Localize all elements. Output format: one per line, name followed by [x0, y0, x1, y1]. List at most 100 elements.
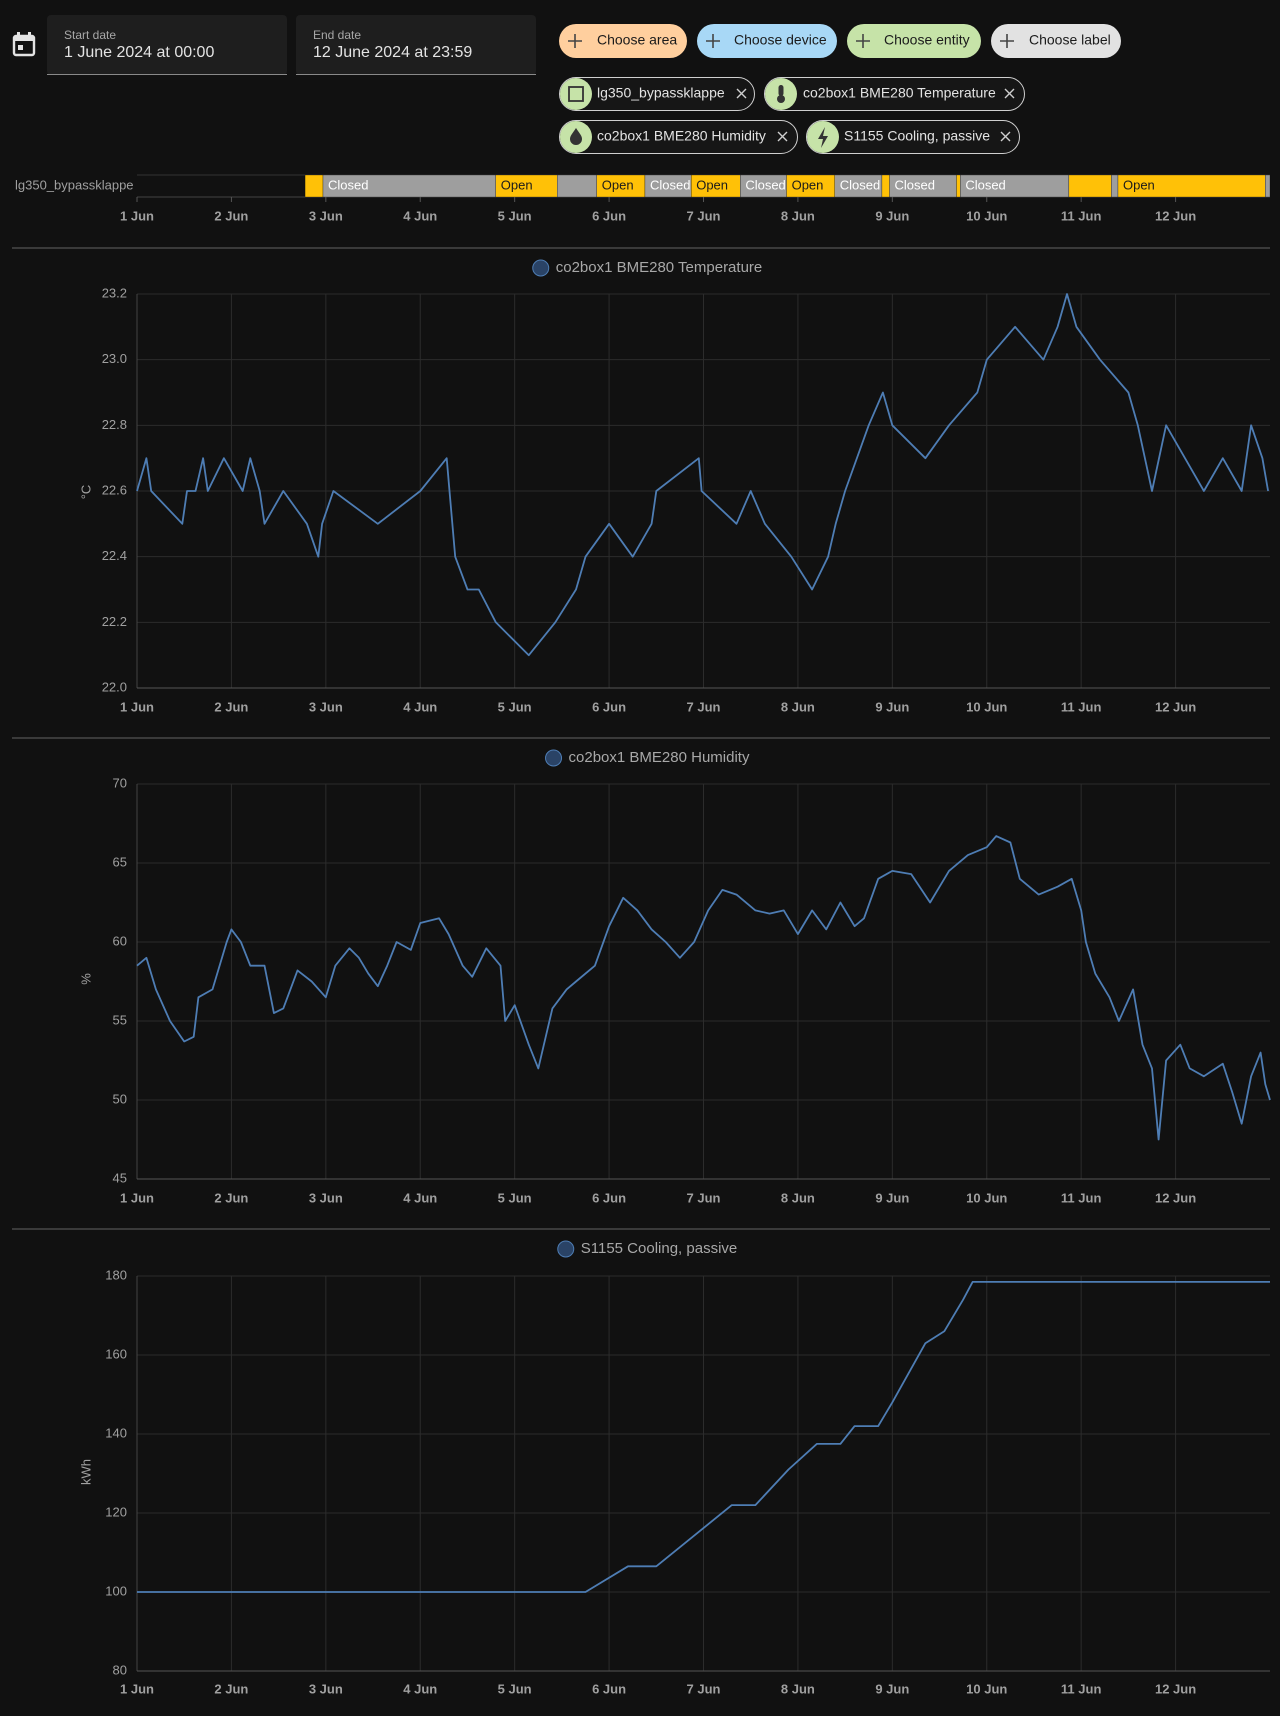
- x-tick-label: 5 Jun: [498, 699, 532, 714]
- x-tick-label: 6 Jun: [592, 1681, 626, 1696]
- y-tick-label: 100: [105, 1583, 127, 1598]
- x-tick-label: 12 Jun: [1155, 699, 1196, 714]
- y-tick-label: 22.6: [102, 482, 127, 497]
- segment-label: Closed: [328, 177, 368, 192]
- timeline-segment: [1068, 174, 1112, 198]
- x-tick-label: 4 Jun: [403, 208, 437, 223]
- field-value: 1 June 2024 at 00:00: [64, 44, 214, 61]
- x-tick-label: 2 Jun: [214, 208, 248, 223]
- x-tick-label: 10 Jun: [966, 1190, 1007, 1205]
- end-date-field[interactable]: End date 12 June 2024 at 23:59: [296, 15, 536, 75]
- device-picker[interactable]: Choose device: [697, 24, 837, 58]
- legend-label: S1155 Cooling, passive: [581, 1240, 738, 1257]
- x-tick-label: 1 Jun: [120, 699, 154, 714]
- entity-chip[interactable]: co2box1 BME280 Temperature: [764, 77, 1025, 111]
- timeline-segment: [557, 174, 597, 198]
- y-tick-label: 23.0: [102, 351, 127, 366]
- y-axis-label: %: [78, 973, 93, 985]
- entity-chip[interactable]: lg350_bypassklappe: [559, 77, 755, 111]
- x-tick-label: 8 Jun: [781, 699, 815, 714]
- start-date-field[interactable]: Start date 1 June 2024 at 00:00: [47, 15, 287, 75]
- segment-label: Open: [696, 177, 728, 192]
- x-tick-label: 9 Jun: [875, 1190, 909, 1205]
- x-tick-label: 11 Jun: [1061, 1681, 1102, 1696]
- x-tick-label: 9 Jun: [875, 699, 909, 714]
- x-tick-label: 5 Jun: [498, 1681, 532, 1696]
- y-tick-label: 180: [105, 1267, 127, 1282]
- y-tick-label: 60: [113, 933, 127, 948]
- x-tick-label: 4 Jun: [403, 1681, 437, 1696]
- y-tick-label: 22.8: [102, 417, 127, 432]
- area-picker[interactable]: Choose area: [559, 24, 687, 58]
- x-tick-label: 12 Jun: [1155, 208, 1196, 223]
- calendar-icon[interactable]: [12, 32, 36, 57]
- x-tick-label: 8 Jun: [781, 1190, 815, 1205]
- series-line: [136, 835, 1271, 1141]
- y-tick-label: 65: [113, 854, 127, 869]
- entity-chip[interactable]: co2box1 BME280 Humidity: [559, 120, 798, 154]
- x-tick-label: 10 Jun: [966, 699, 1007, 714]
- x-tick-label: 1 Jun: [120, 1190, 154, 1205]
- x-tick-label: 9 Jun: [875, 208, 909, 223]
- x-tick-label: 12 Jun: [1155, 1190, 1196, 1205]
- segment-label: Closed: [840, 177, 880, 192]
- x-tick-label: 3 Jun: [309, 1681, 343, 1696]
- y-tick-label: 50: [113, 1091, 127, 1106]
- chip-label: lg350_bypassklappe: [597, 85, 725, 101]
- x-tick-label: 2 Jun: [214, 1681, 248, 1696]
- x-tick-label: 5 Jun: [498, 1190, 532, 1205]
- x-tick-label: 7 Jun: [687, 699, 721, 714]
- x-tick-label: 3 Jun: [309, 1190, 343, 1205]
- entity-picker[interactable]: Choose entity: [847, 24, 981, 58]
- segment-label: Closed: [745, 177, 785, 192]
- timeline-segment: [881, 174, 890, 198]
- y-tick-label: 22.2: [102, 614, 127, 629]
- chip-label: co2box1 BME280 Humidity: [597, 128, 766, 144]
- segment-label: Closed: [650, 177, 690, 192]
- y-tick-label: 23.2: [102, 285, 127, 300]
- x-tick-label: 7 Jun: [687, 1190, 721, 1205]
- legend-label: co2box1 BME280 Temperature: [556, 259, 763, 276]
- field-value: 12 June 2024 at 23:59: [313, 44, 472, 61]
- x-tick-label: 7 Jun: [687, 208, 721, 223]
- timeline-segment: [956, 174, 961, 198]
- x-tick-label: 7 Jun: [687, 1681, 721, 1696]
- legend-marker: [557, 1240, 575, 1258]
- legend-marker: [532, 259, 550, 277]
- field-label: Start date: [64, 28, 116, 42]
- entity-chip[interactable]: S1155 Cooling, passive: [806, 120, 1020, 154]
- picker-label: Choose entity: [884, 32, 970, 48]
- timeline-segment: [304, 174, 324, 198]
- x-tick-label: 2 Jun: [214, 699, 248, 714]
- x-tick-label: 6 Jun: [592, 699, 626, 714]
- legend-label: co2box1 BME280 Humidity: [569, 749, 750, 766]
- series-line: [137, 1281, 1270, 1593]
- y-tick-label: 45: [113, 1170, 127, 1185]
- y-tick-label: 140: [105, 1425, 127, 1440]
- x-tick-label: 12 Jun: [1155, 1681, 1196, 1696]
- x-tick-label: 5 Jun: [498, 208, 532, 223]
- picker-label: Choose device: [734, 32, 827, 48]
- x-tick-label: 10 Jun: [966, 1681, 1007, 1696]
- y-axis-label: kWh: [78, 1459, 93, 1485]
- y-tick-label: 160: [105, 1346, 127, 1361]
- chip-label: S1155 Cooling, passive: [844, 128, 990, 144]
- label-picker[interactable]: Choose label: [991, 24, 1121, 58]
- x-tick-label: 4 Jun: [403, 699, 437, 714]
- x-tick-label: 1 Jun: [120, 208, 154, 223]
- x-tick-label: 2 Jun: [214, 1190, 248, 1205]
- x-tick-label: 6 Jun: [592, 208, 626, 223]
- y-tick-label: 22.4: [102, 548, 127, 563]
- field-label: End date: [313, 28, 361, 42]
- segment-label: Open: [792, 177, 824, 192]
- x-tick-label: 3 Jun: [309, 208, 343, 223]
- segment-label: Closed: [965, 177, 1005, 192]
- y-tick-label: 22.0: [102, 679, 127, 694]
- picker-label: Choose label: [1029, 32, 1111, 48]
- x-tick-label: 3 Jun: [309, 699, 343, 714]
- x-tick-label: 10 Jun: [966, 208, 1007, 223]
- picker-label: Choose area: [597, 32, 677, 48]
- x-tick-label: 9 Jun: [875, 1681, 909, 1696]
- x-tick-label: 1 Jun: [120, 1681, 154, 1696]
